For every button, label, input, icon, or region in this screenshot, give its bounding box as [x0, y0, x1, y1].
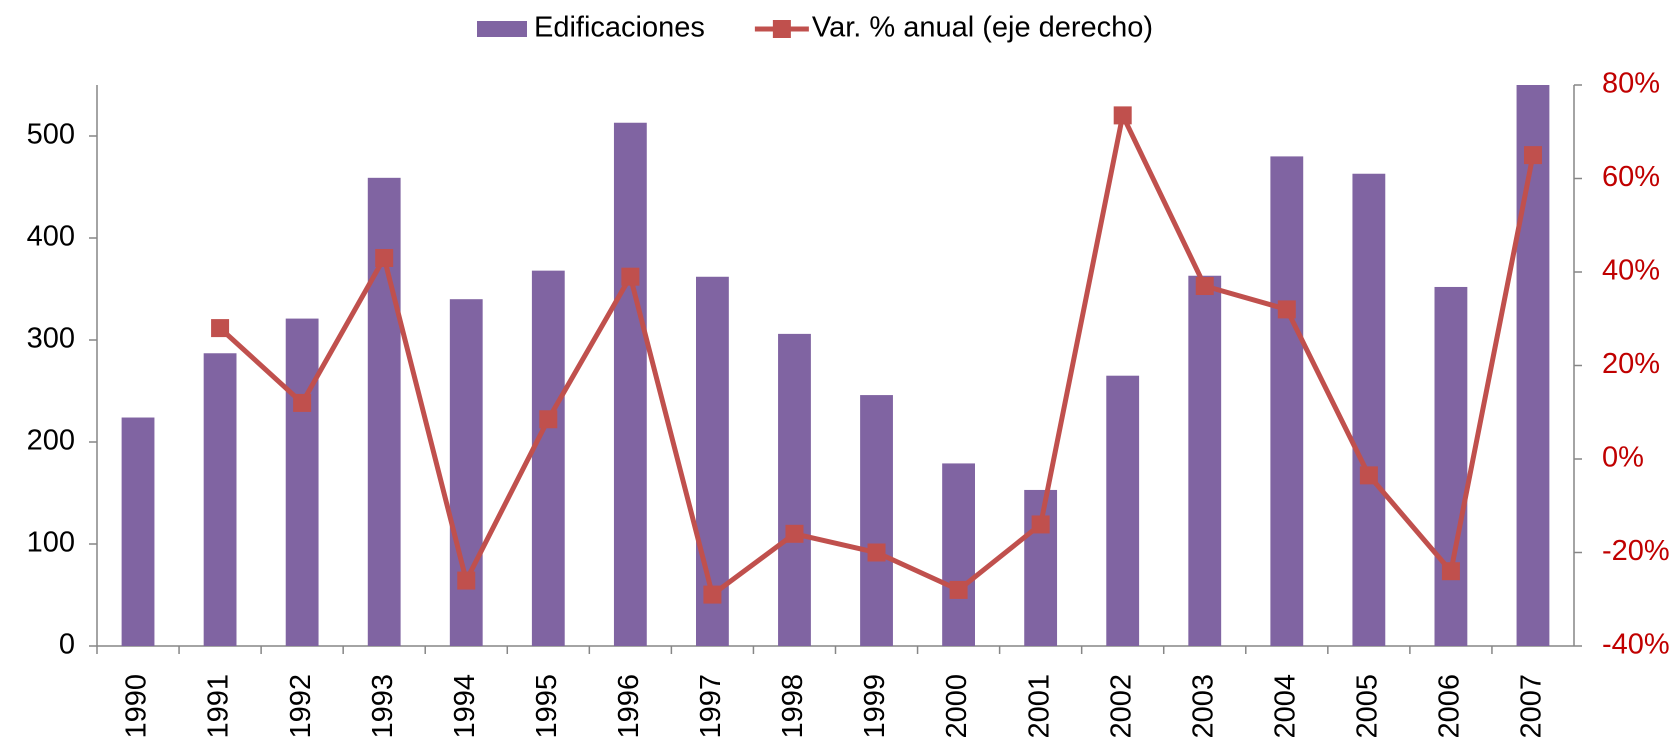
bar	[285, 318, 319, 646]
bar	[531, 270, 565, 646]
x-tick-label: 1993	[367, 674, 399, 739]
bar	[778, 333, 811, 646]
marker	[1031, 515, 1050, 534]
bar	[1434, 286, 1468, 646]
x-tick-label: 2004	[1269, 674, 1301, 739]
bar	[367, 177, 401, 646]
marker	[1441, 562, 1460, 581]
bar	[860, 395, 893, 646]
bar	[1270, 156, 1304, 646]
x-tick-label: 1995	[531, 674, 563, 739]
x-tick-label: 2005	[1352, 674, 1384, 739]
marker	[1523, 146, 1542, 165]
marker	[785, 524, 804, 543]
legend-swatch	[477, 21, 527, 37]
x-tick-label: 1998	[777, 674, 809, 739]
x-tick-label: 2002	[1105, 674, 1137, 739]
y2-tick-label: -40%	[1602, 629, 1670, 661]
y2-tick-label: -20%	[1602, 535, 1670, 567]
marker	[1195, 277, 1214, 296]
bar	[613, 122, 647, 647]
x-tick-label: 2003	[1187, 674, 1219, 739]
x-tick-label: 1992	[285, 674, 317, 739]
y2-tick-label: 20%	[1602, 348, 1660, 380]
marker	[293, 393, 312, 412]
bar	[1188, 275, 1222, 646]
marker	[1277, 300, 1296, 319]
y-tick-label: 300	[27, 323, 75, 355]
bar	[121, 417, 155, 646]
y2-tick-label: 40%	[1602, 255, 1660, 287]
bar	[449, 299, 483, 646]
legend-label: Edificaciones	[534, 12, 705, 44]
y-tick-label: 200	[27, 425, 75, 457]
marker	[457, 571, 476, 590]
legend-label: Var. % anual (eje derecho)	[812, 12, 1153, 44]
x-tick-label: 1990	[121, 674, 153, 739]
marker	[375, 248, 394, 267]
x-tick-label: 2001	[1023, 674, 1055, 739]
y-tick-label: 500	[27, 119, 75, 151]
bar	[1106, 375, 1140, 646]
marker	[539, 410, 558, 429]
marker	[949, 580, 968, 599]
marker	[703, 585, 722, 604]
y-tick-label: 400	[27, 221, 75, 253]
legend-swatch	[772, 20, 791, 38]
y2-tick-label: 60%	[1602, 161, 1660, 193]
y2-tick-label: 0%	[1602, 442, 1644, 474]
y-tick-label: 0	[59, 629, 75, 661]
y-tick-label: 100	[27, 527, 75, 559]
marker	[1359, 466, 1378, 485]
y2-tick-label: 80%	[1602, 68, 1660, 100]
bar	[203, 353, 237, 646]
marker	[867, 543, 886, 562]
x-tick-label: 1994	[449, 674, 481, 739]
bar	[942, 463, 975, 646]
x-tick-label: 1999	[859, 674, 891, 739]
bar	[1352, 173, 1386, 647]
x-tick-label: 2007	[1516, 674, 1548, 739]
marker	[621, 267, 640, 286]
marker	[1113, 106, 1132, 125]
marker	[211, 319, 230, 338]
x-tick-label: 1991	[203, 674, 235, 739]
x-tick-label: 1997	[695, 674, 727, 739]
x-tick-label: 2006	[1434, 674, 1466, 739]
bar	[1516, 85, 1550, 646]
x-tick-label: 1996	[613, 674, 645, 739]
x-tick-label: 2000	[941, 674, 973, 739]
